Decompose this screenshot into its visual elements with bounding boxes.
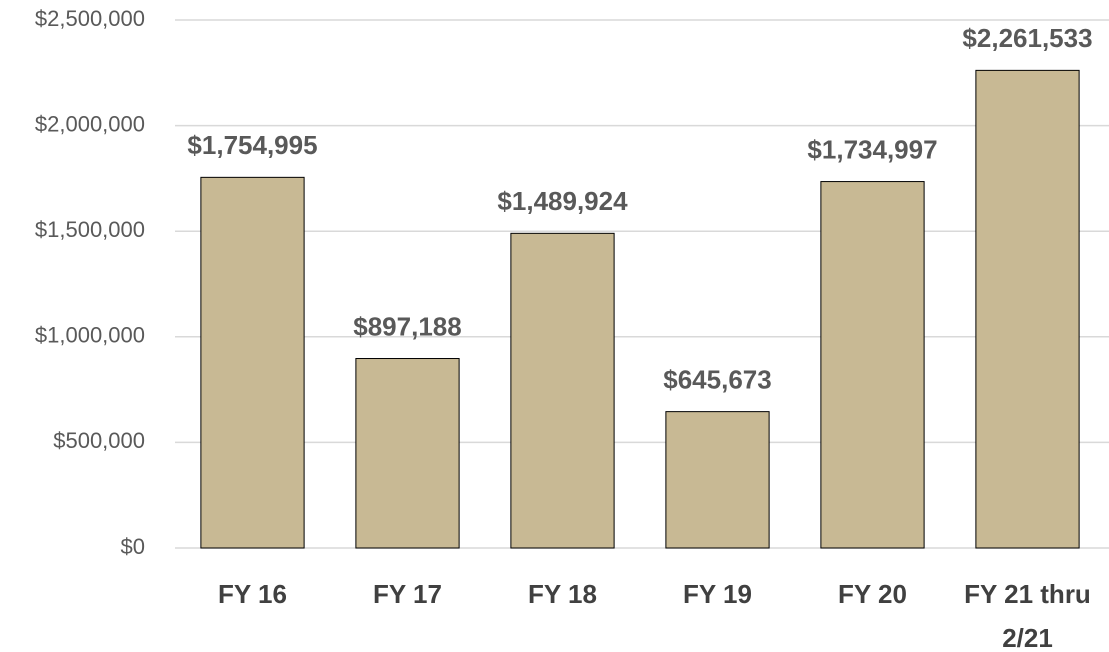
data-label: $897,188 bbox=[353, 311, 461, 341]
data-label: $1,754,995 bbox=[187, 130, 317, 160]
bar bbox=[820, 181, 925, 549]
x-tick-label: FY 21 thru 2/21 bbox=[964, 579, 1091, 652]
bar bbox=[665, 411, 770, 549]
x-tick-label: FY 19 bbox=[683, 579, 752, 609]
y-tick-label: $0 bbox=[121, 534, 145, 559]
data-label: $2,261,533 bbox=[962, 23, 1092, 53]
y-tick-label: $2,000,000 bbox=[35, 111, 145, 136]
x-tick-label: FY 16 bbox=[218, 579, 287, 609]
bar bbox=[200, 176, 305, 549]
y-tick-label: $1,500,000 bbox=[35, 217, 145, 242]
y-tick-label: $500,000 bbox=[53, 428, 145, 453]
data-label: $1,489,924 bbox=[497, 186, 628, 216]
x-tick-label: FY 17 bbox=[373, 579, 442, 609]
data-label: $1,734,997 bbox=[807, 134, 937, 164]
bar bbox=[355, 358, 460, 549]
bar bbox=[510, 232, 615, 549]
y-tick-label: $1,000,000 bbox=[35, 323, 145, 348]
x-tick-label: FY 20 bbox=[838, 579, 907, 609]
x-tick-label: FY 18 bbox=[528, 579, 597, 609]
y-tick-label: $2,500,000 bbox=[35, 6, 145, 31]
data-label: $645,673 bbox=[663, 365, 771, 395]
bar bbox=[975, 69, 1080, 549]
